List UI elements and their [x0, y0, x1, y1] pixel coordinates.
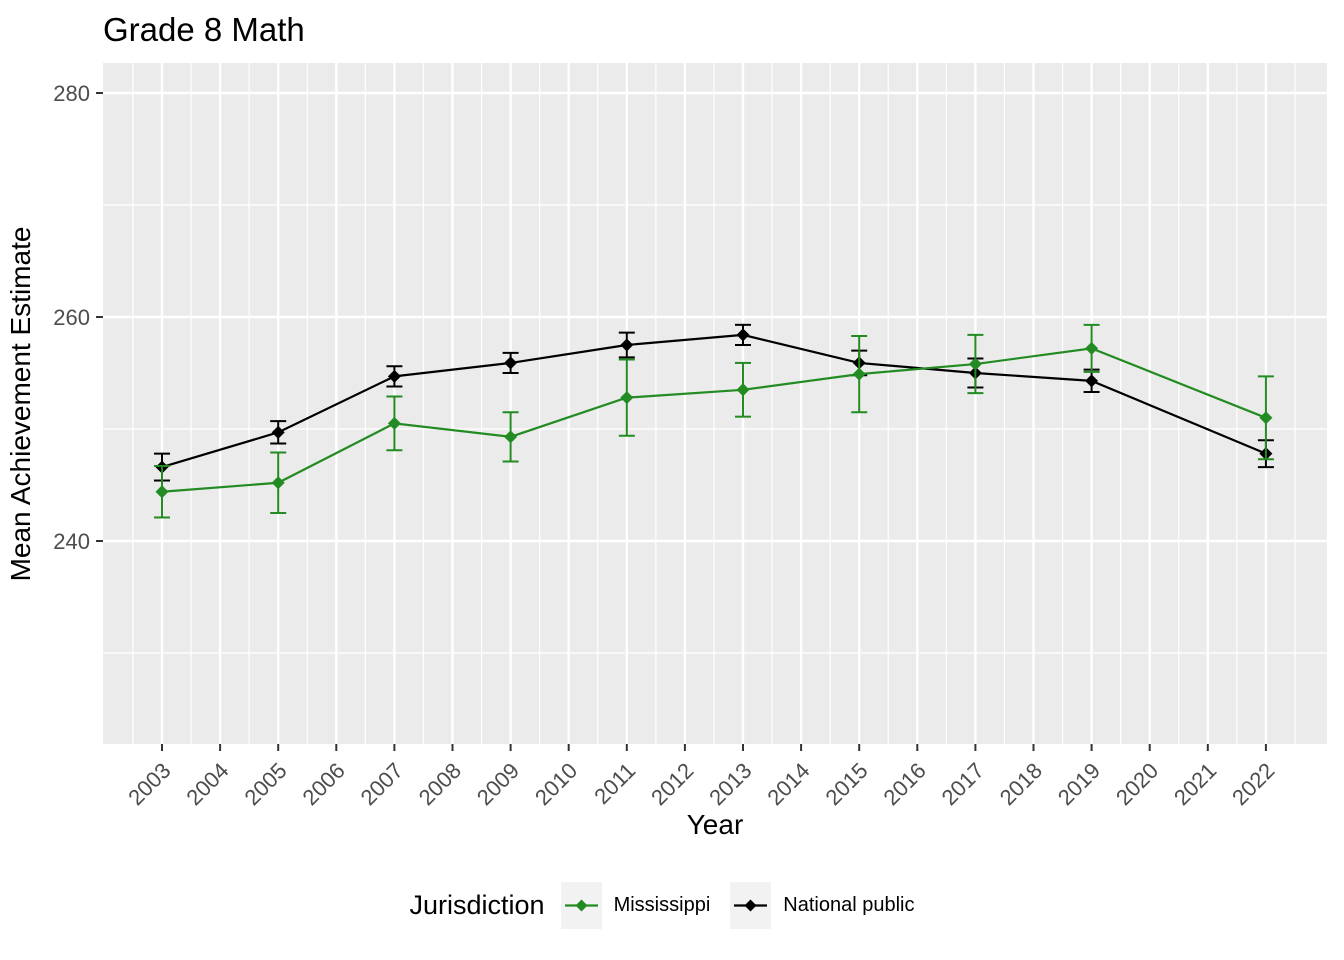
- legend-entry-label: Mississippi: [613, 894, 711, 916]
- legend-entry-national-public: National public: [730, 882, 934, 929]
- data-point-diamond: [736, 328, 750, 342]
- x-tick-label: 2017: [937, 758, 989, 810]
- data-point-diamond: [620, 338, 634, 352]
- data-point-diamond: [387, 369, 401, 383]
- x-tick-label: 2021: [1169, 758, 1221, 810]
- data-point-diamond: [1085, 374, 1099, 388]
- data-point-diamond: [852, 367, 866, 381]
- x-tick-label: 2008: [414, 758, 466, 810]
- legend-entry-label: National public: [783, 894, 915, 916]
- x-tick-label: 2013: [704, 758, 756, 810]
- x-tick-label: 2020: [1111, 758, 1163, 810]
- data-point-diamond: [1085, 341, 1099, 355]
- data-point-diamond: [736, 383, 750, 397]
- data-point-diamond: [620, 391, 634, 405]
- data-point-diamond: [387, 416, 401, 430]
- x-tick-label: 2007: [356, 758, 408, 810]
- series-mississippi: [154, 323, 1274, 519]
- data-point-diamond: [968, 357, 982, 371]
- x-tick-label: 2006: [298, 758, 350, 810]
- legend-title: Jurisdiction: [409, 890, 545, 920]
- x-tick-label: 2010: [530, 758, 582, 810]
- y-tick-label: 240: [53, 529, 90, 554]
- y-tick-label: 260: [53, 305, 90, 330]
- legend-entry-mississippi: Mississippi: [560, 882, 731, 929]
- series-line: [161, 347, 1267, 493]
- x-axis-title: Year: [687, 809, 744, 840]
- legend-key-icon: [560, 882, 602, 929]
- legend-entries: Mississippi National public: [560, 882, 935, 929]
- y-tick-label: 280: [53, 81, 90, 106]
- x-tick-label: 2004: [181, 758, 233, 810]
- x-tick-label: 2022: [1227, 758, 1279, 810]
- x-tick-label: 2005: [239, 758, 291, 810]
- x-tick-label: 2009: [472, 758, 524, 810]
- data-point-diamond: [504, 356, 518, 370]
- data-point-diamond: [271, 425, 285, 439]
- chart-title: Grade 8 Math: [103, 11, 305, 48]
- data-point-diamond: [504, 430, 518, 444]
- legend-key-icon: [730, 882, 772, 929]
- data-point-diamond: [271, 476, 285, 490]
- x-tick-label: 2014: [762, 758, 814, 810]
- legend: Jurisdiction Mississippi National public: [0, 882, 1344, 929]
- data-point-diamond: [155, 485, 169, 499]
- x-tick-label: 2012: [646, 758, 698, 810]
- series-line: [161, 333, 1267, 469]
- x-tick-label: 2016: [879, 758, 931, 810]
- data-point-diamond: [1259, 411, 1273, 425]
- x-tick-label: 2011: [589, 758, 640, 809]
- x-tick-label: 2019: [1053, 758, 1105, 810]
- x-tick-label: 2015: [820, 758, 872, 810]
- x-tick-label: 2003: [123, 758, 175, 810]
- x-tick-label: 2018: [995, 758, 1047, 810]
- y-axis-title: Mean Achievement Estimate: [5, 227, 36, 582]
